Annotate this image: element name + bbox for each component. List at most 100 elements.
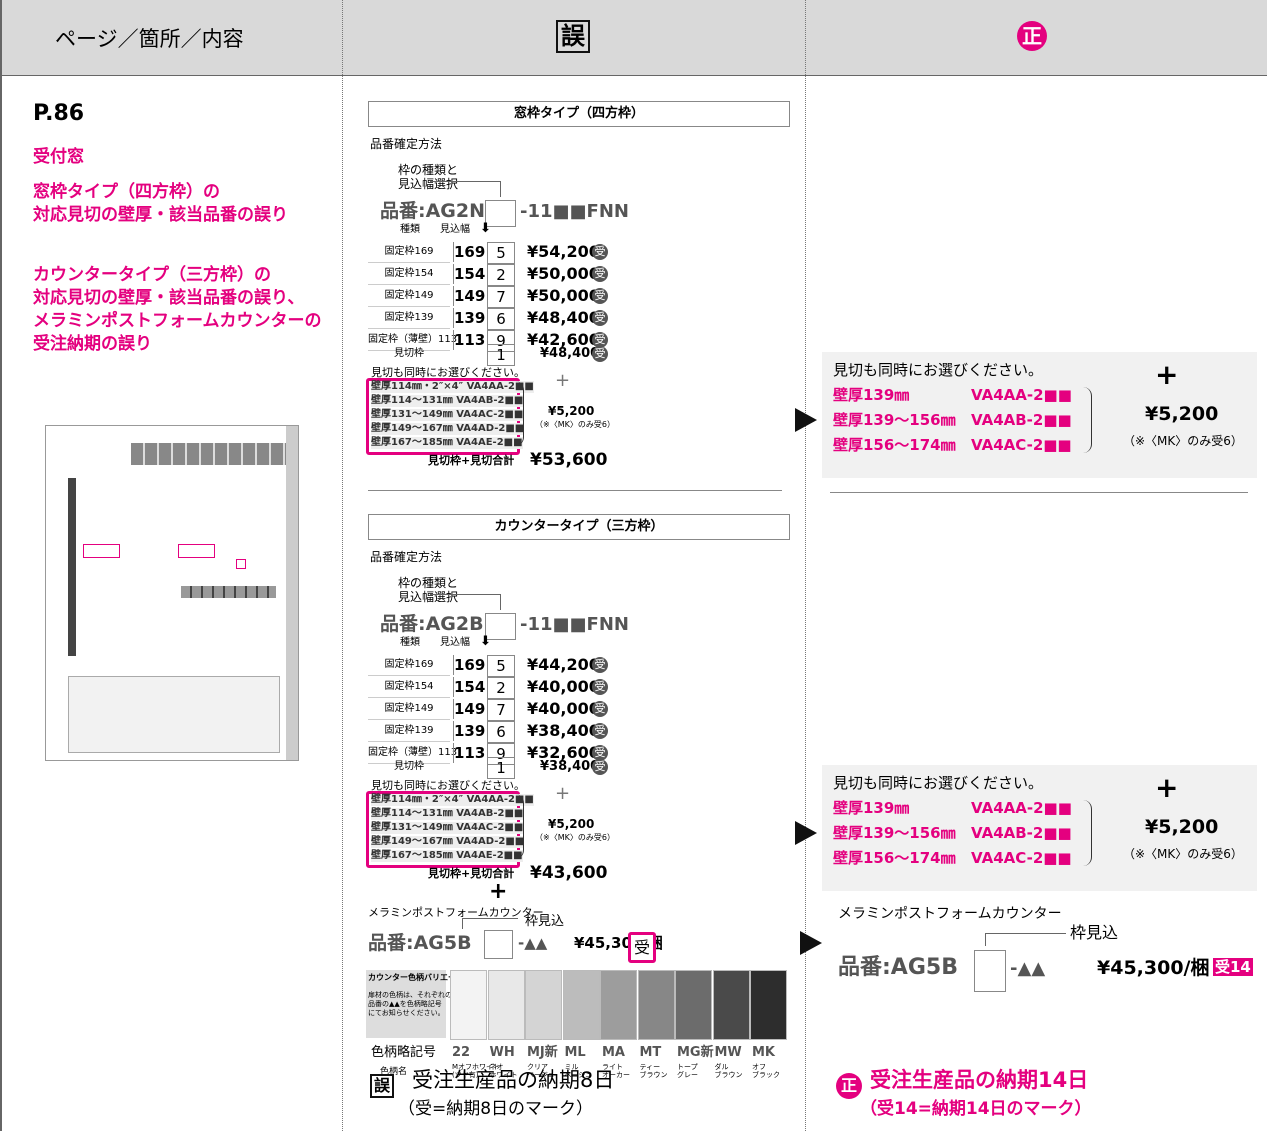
total: ¥53,600 xyxy=(530,450,608,470)
header-col3: 正 xyxy=(1017,21,1047,51)
row-price: ¥48,400 xyxy=(527,308,600,327)
counter-arrow xyxy=(985,933,1066,946)
row-code: 5 xyxy=(487,242,515,264)
row-code: 9 xyxy=(487,330,515,352)
swatch-title: カウンター色柄バリエーション xyxy=(368,973,480,982)
counter-depth: 枠見込 xyxy=(525,914,565,929)
item: カウンタータイプ（三方枠）の 対応見切の壁厚・該当品番の誤り、 メラミンポストフ… xyxy=(33,265,322,354)
price: ¥45,300/梱 xyxy=(1097,957,1210,979)
row-price: ¥54,200 xyxy=(527,242,600,261)
part-suffix: -▲▲ xyxy=(518,934,548,952)
price: ¥5,200 xyxy=(1145,816,1219,838)
row-type: 固定枠169 xyxy=(368,655,450,676)
column-divider xyxy=(342,0,343,1131)
row-width: 169 xyxy=(453,242,486,262)
option-code: VA4AA-2■■ xyxy=(971,799,1072,817)
mark: 受 xyxy=(592,332,608,348)
mark: 受 xyxy=(628,932,657,964)
swatch xyxy=(600,970,637,1040)
trim-prompt: 見切も同時にお選びください。 xyxy=(371,366,525,379)
option-label: 壁厚139〜156㎜ xyxy=(833,411,956,429)
option-code: VA4AB-2■■ xyxy=(971,411,1072,429)
trim-type: 見切枠 xyxy=(394,348,424,359)
mark: 受14 xyxy=(1213,958,1253,976)
note: （※〈MK〉のみ受6） xyxy=(1123,434,1243,448)
trim-price: ¥38,400 xyxy=(540,759,600,774)
option: 壁厚114〜131㎜ VA4AB-2■■ xyxy=(371,808,524,820)
mark: 受 xyxy=(592,288,608,304)
plus: + xyxy=(555,370,571,391)
row-code: 9 xyxy=(487,743,515,765)
price: ¥5,200 xyxy=(1145,403,1219,425)
plus: + xyxy=(1155,771,1179,804)
header-col2: 誤 xyxy=(556,20,590,53)
part-prefix: 品番:AG5B xyxy=(838,955,958,980)
option-code: VA4AA-2■■ xyxy=(971,386,1072,404)
arrow xyxy=(800,931,822,955)
item: 窓枠タイプ（四方枠）の 対応見切の壁厚・該当品番の誤り xyxy=(33,182,288,225)
selector-arrow xyxy=(430,594,501,610)
row-code: 6 xyxy=(487,721,515,743)
selector-label: 枠の種類と 見込幅選択 xyxy=(398,163,459,191)
brace xyxy=(1083,387,1092,453)
swatch-name: トープ グレー xyxy=(677,1063,698,1079)
row-type: 固定枠169 xyxy=(368,242,450,263)
part-box xyxy=(974,950,1006,992)
row-price: ¥50,000 xyxy=(527,286,600,305)
row-code: 2 xyxy=(487,264,515,286)
mark: 受 xyxy=(592,346,608,362)
option: 壁厚131〜149㎜ VA4AC-2■■ xyxy=(371,409,524,421)
row-width: 139 xyxy=(453,721,486,741)
swatch-code: MT xyxy=(639,1045,662,1060)
footer-text: 受注生産品の納期14日 xyxy=(870,1068,1089,1092)
row-price: ¥40,000 xyxy=(527,699,600,718)
down-arrow: ⬇ xyxy=(480,634,491,649)
counter-label: メラミンポストフォームカウンター xyxy=(368,906,544,919)
swatch-note: 扉材の色柄は、それぞれの 品番の▲▲を色柄略記号 にてお知らせください。 xyxy=(368,991,452,1018)
option-label: 壁厚139〜156㎜ xyxy=(833,824,956,842)
swatch xyxy=(675,970,712,1040)
col-width: 見込幅 xyxy=(440,224,470,235)
row-width: 149 xyxy=(453,699,486,719)
option-label: 壁厚139㎜ xyxy=(833,386,910,404)
part-box xyxy=(485,200,516,227)
panel-prompt: 見切も同時にお選びください。 xyxy=(833,361,1044,379)
trim-code: 1 xyxy=(487,757,515,779)
option: 壁厚149〜167㎜ VA4AD-2■■ xyxy=(371,423,525,435)
option-code: VA4AC-2■■ xyxy=(971,436,1072,454)
divider xyxy=(368,490,782,491)
total-label: 見切枠+見切合計 xyxy=(428,454,515,467)
arrow xyxy=(795,821,817,845)
row-type: 固定枠154 xyxy=(368,677,450,698)
mark: 受 xyxy=(592,745,608,761)
row-width: 113 xyxy=(453,330,486,350)
counter-depth: 枠見込 xyxy=(1070,923,1119,942)
option: 壁厚114㎜・2″×4″ VA4AA-2■■ xyxy=(371,381,534,393)
col-type: 種類 xyxy=(400,637,420,648)
row-width: 149 xyxy=(453,286,486,306)
brace xyxy=(515,794,524,859)
panel xyxy=(822,765,1257,891)
option: 壁厚167〜185㎜ VA4AE-2■■ xyxy=(371,850,523,862)
panel-prompt: 見切も同時にお選びください。 xyxy=(833,774,1044,792)
row-code: 5 xyxy=(487,655,515,677)
footer-badge: 正 xyxy=(836,1073,862,1099)
arrow xyxy=(795,408,817,432)
row-type: 固定枠149 xyxy=(368,286,450,307)
mark: 受 xyxy=(592,701,608,717)
swatch-code: MJ新 xyxy=(527,1045,558,1060)
row-width: 154 xyxy=(453,264,486,284)
divider xyxy=(830,492,1248,493)
option: 壁厚131〜149㎜ VA4AC-2■■ xyxy=(371,822,524,834)
row-price: ¥44,200 xyxy=(527,655,600,674)
brace xyxy=(1083,800,1092,866)
plus: + xyxy=(489,879,508,904)
part-suffix: -▲▲ xyxy=(1010,958,1046,979)
option-note: （※〈MK〉のみ受6） xyxy=(535,420,615,429)
footer-note: （受14=納期14日のマーク） xyxy=(860,1099,1092,1119)
border xyxy=(0,0,2,1131)
option-label: 壁厚156〜174㎜ xyxy=(833,436,956,454)
header-bar xyxy=(0,0,1267,76)
option: 壁厚149〜167㎜ VA4AD-2■■ xyxy=(371,836,525,848)
name-label: 色柄名 xyxy=(380,1067,408,1077)
